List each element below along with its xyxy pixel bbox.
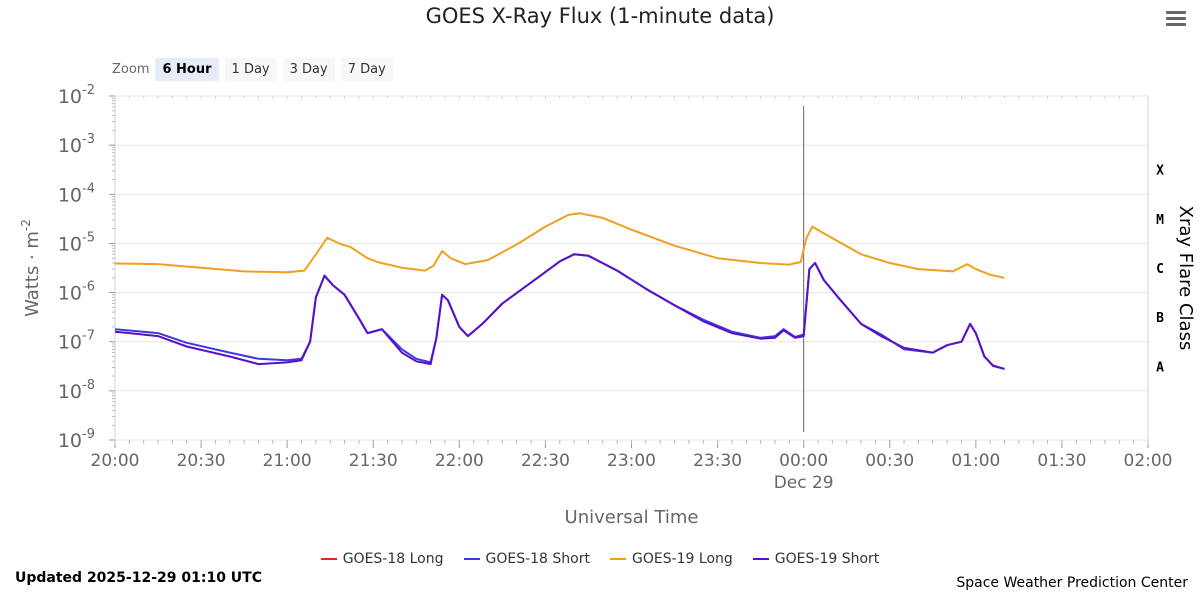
y-tick-label: 10-7 — [58, 329, 95, 354]
updated-timestamp: Updated 2025-12-29 01:10 UTC — [15, 570, 262, 586]
x-tick-label: 00:00 — [779, 451, 828, 471]
zoom-label: Zoom — [112, 61, 150, 77]
x-tick-label: 23:00 — [607, 451, 656, 471]
x-date-label: Dec 29 — [774, 473, 834, 493]
legend-item-goes19-long[interactable]: GOES-19 Long — [610, 551, 733, 567]
x-tick-label: 01:00 — [951, 451, 1000, 471]
legend-swatch — [752, 558, 769, 560]
legend-label: GOES-18 Short — [485, 551, 591, 567]
x-tick-label: 00:30 — [865, 451, 914, 471]
x-axis-title: Universal Time — [565, 507, 699, 528]
legend-label: GOES-19 Short — [774, 551, 880, 567]
x-tick-label: 20:00 — [91, 451, 140, 471]
menu-icon[interactable] — [1166, 8, 1186, 28]
x-tick-label: 22:00 — [435, 451, 484, 471]
legend-item-goes19-short[interactable]: GOES-19 Short — [752, 551, 880, 567]
y2-axis-title: Xray Flare Class — [1175, 206, 1196, 351]
legend-item-goes18-long[interactable]: GOES-18 Long — [320, 551, 444, 567]
flare-class-label: B — [1156, 311, 1164, 326]
zoom-bar: Zoom 6 Hour 1 Day 3 Day 7 Day — [112, 57, 399, 81]
chart-title: GOES X-Ray Flux (1-minute data) — [425, 4, 775, 28]
flare-class-label: M — [1156, 213, 1164, 228]
x-tick-label: 23:30 — [693, 451, 742, 471]
zoom-3-day-button[interactable]: 3 Day — [282, 57, 335, 81]
series-line-goes-19-long — [114, 212, 1005, 279]
y-tick-label: 10-8 — [58, 378, 95, 403]
flare-class-label: A — [1156, 360, 1164, 375]
legend-label: GOES-18 Long — [342, 551, 444, 567]
x-tick-label: 02:00 — [1124, 451, 1173, 471]
legend-swatch — [320, 558, 337, 560]
x-tick-label: 20:30 — [177, 451, 226, 471]
y-tick-label: 10-2 — [58, 83, 95, 108]
y-tick-label: 10-6 — [58, 280, 95, 305]
x-tick-label: 22:30 — [521, 451, 570, 471]
legend-item-goes18-short[interactable]: GOES-18 Short — [463, 551, 591, 567]
legend-swatch — [463, 558, 480, 560]
legend: GOES-18 Long GOES-18 Short GOES-19 Long … — [0, 551, 1200, 567]
y-axis-title: Watts · m-2 — [19, 219, 43, 317]
x-tick-label: 21:30 — [349, 451, 398, 471]
zoom-1-day-button[interactable]: 1 Day — [224, 57, 277, 81]
flare-class-label: C — [1156, 262, 1164, 277]
legend-label: GOES-19 Long — [632, 551, 733, 567]
x-tick-label: 21:00 — [263, 451, 312, 471]
legend-swatch — [610, 558, 626, 560]
zoom-6-hour-button[interactable]: 6 Hour — [155, 57, 219, 81]
credit-label: Space Weather Prediction Center — [956, 575, 1188, 591]
y-tick-label: 10-4 — [58, 181, 95, 206]
y-tick-label: 10-5 — [58, 230, 95, 255]
zoom-7-day-button[interactable]: 7 Day — [340, 57, 393, 81]
y-tick-label: 10-3 — [58, 132, 95, 157]
plot-frame — [114, 95, 1149, 441]
series-line-goes-19-short — [114, 253, 1005, 370]
y-tick-label: 10-9 — [58, 427, 95, 452]
flare-class-label: X — [1156, 164, 1164, 179]
x-tick-label: 01:30 — [1037, 451, 1086, 471]
